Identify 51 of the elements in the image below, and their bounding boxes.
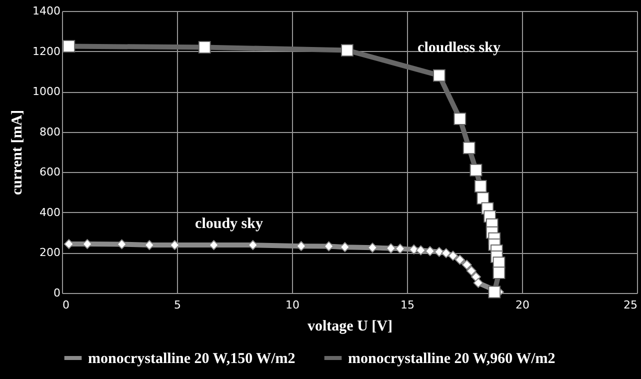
point bbox=[416, 245, 426, 256]
x-axis-title: voltage U [V] bbox=[308, 318, 392, 334]
point bbox=[470, 164, 482, 176]
y-tick-label: 1400 bbox=[32, 4, 60, 18]
point bbox=[492, 266, 506, 280]
point bbox=[488, 286, 501, 298]
point bbox=[368, 242, 378, 253]
point bbox=[471, 272, 481, 282]
point bbox=[433, 69, 446, 82]
y-tick-label: 800 bbox=[40, 125, 60, 138]
point bbox=[170, 240, 180, 250]
point bbox=[473, 278, 484, 288]
point bbox=[144, 240, 154, 250]
x-tick-label: 5 bbox=[174, 298, 181, 312]
point bbox=[64, 239, 74, 250]
annotation: cloudy sky bbox=[195, 216, 264, 232]
point bbox=[441, 248, 452, 258]
x-tick-label: 15 bbox=[400, 298, 414, 312]
point bbox=[62, 40, 76, 52]
point bbox=[448, 250, 458, 261]
point bbox=[198, 41, 211, 54]
x-tick-label: 10 bbox=[286, 298, 300, 312]
point bbox=[208, 240, 219, 250]
legend-label: monocrystalline 20 W,960 W/m2 bbox=[348, 351, 556, 367]
point bbox=[466, 266, 476, 276]
point bbox=[462, 142, 476, 154]
y-tick-label: 1200 bbox=[32, 44, 60, 58]
point bbox=[340, 242, 350, 252]
point bbox=[82, 239, 92, 250]
y-tick-label: 1000 bbox=[32, 85, 60, 98]
point bbox=[425, 246, 435, 256]
x-tick-label: 25 bbox=[624, 298, 638, 312]
x-tick-label: 0 bbox=[62, 298, 70, 312]
y-tick-label: 0 bbox=[54, 286, 60, 300]
point bbox=[386, 243, 396, 254]
point bbox=[474, 180, 487, 192]
point bbox=[341, 44, 354, 56]
point bbox=[296, 241, 306, 252]
point bbox=[395, 244, 406, 254]
point bbox=[324, 241, 334, 252]
point bbox=[462, 260, 472, 270]
y-tick-label: 600 bbox=[40, 166, 60, 179]
point bbox=[116, 239, 127, 250]
y-tick-label: 400 bbox=[40, 206, 60, 219]
point bbox=[454, 112, 466, 125]
x-tick-label: 20 bbox=[516, 298, 530, 312]
point bbox=[454, 254, 465, 265]
y-axis-title: current [mA] bbox=[10, 110, 26, 196]
legend-label: monocrystalline 20 W,150 W/m2 bbox=[88, 351, 296, 367]
point bbox=[248, 240, 258, 250]
y-tick-label: 200 bbox=[40, 246, 60, 260]
